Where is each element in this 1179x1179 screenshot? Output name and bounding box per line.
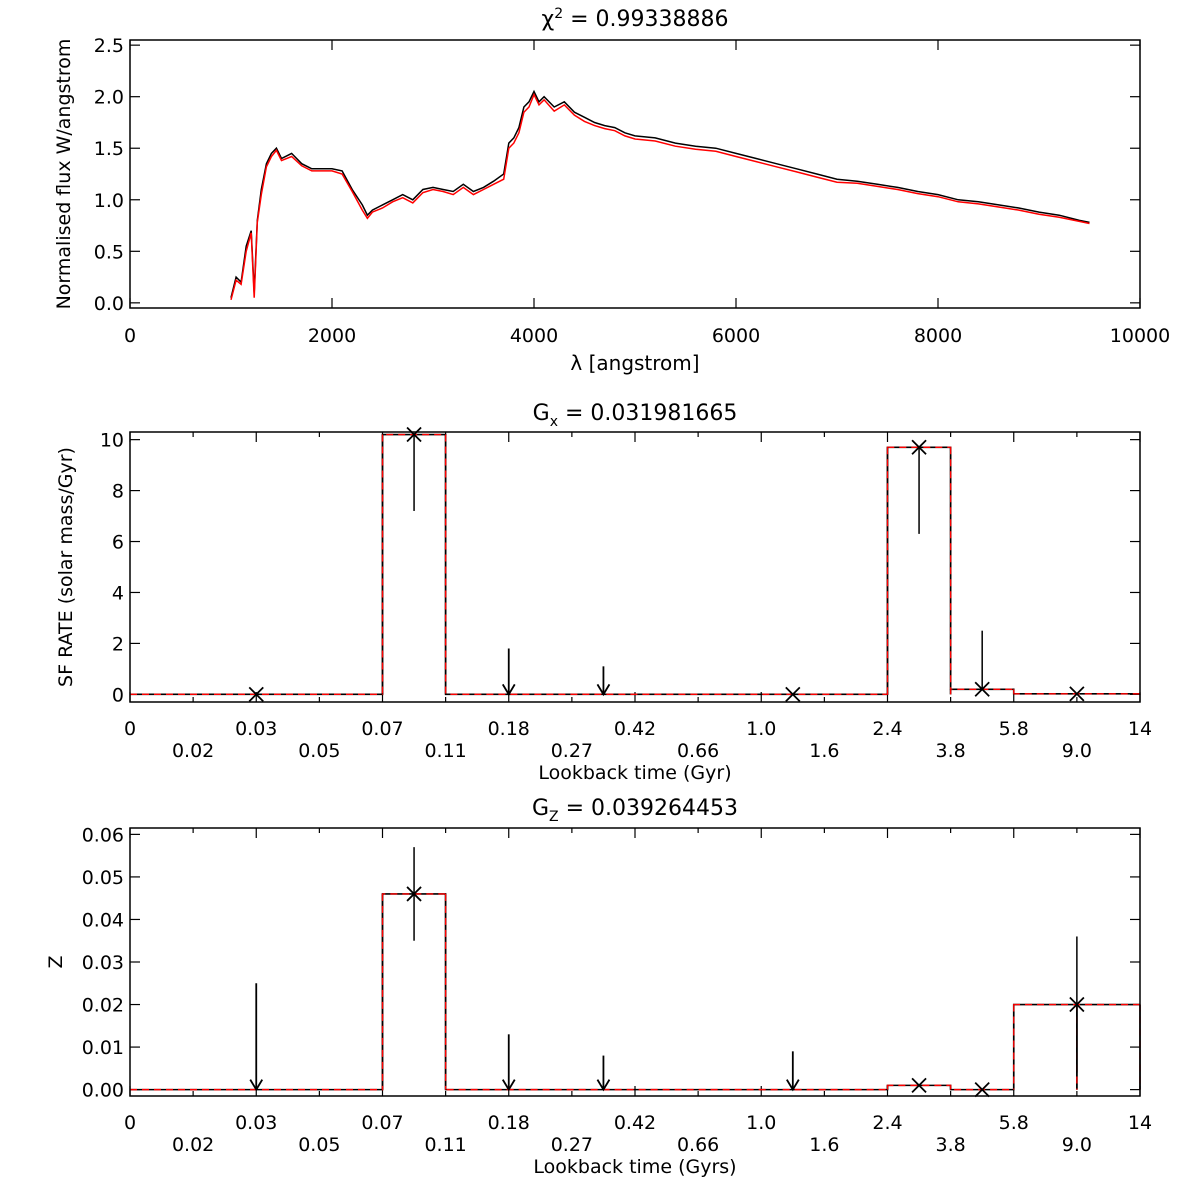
metallicity-plot-frame	[129, 827, 1141, 1097]
sfr-x-tick-label-lower: 9.0	[1062, 740, 1092, 762]
metallicity-point-marker	[911, 1077, 927, 1094]
metallicity-upper-limit-arrowhead	[786, 1079, 800, 1092]
metallicity-x-tick-label: 0	[124, 1112, 136, 1134]
metallicity-x-tick-label-lower: 0.11	[424, 1134, 466, 1156]
metallicity-x-tick-label-lower: 0.27	[551, 1134, 593, 1156]
spectrum-plot-frame	[129, 39, 1141, 309]
metallicity-panel: GZ = 0.039264453 0.00 0.01 0.02 0.03 0.04 0.0…	[45, 796, 1152, 1178]
sfr-x-tick-label: 2.4	[872, 718, 902, 740]
metallicity-upper-limit-arrowhead	[501, 1079, 516, 1092]
metallicity-y-tick-label: 0.04	[82, 909, 124, 931]
sfr-x-tick-label-lower: 3.8	[936, 740, 966, 762]
metallicity-x-tick-label-lower: 0.66	[677, 1134, 719, 1156]
metallicity-x-tick-label: 5.8	[999, 1112, 1029, 1134]
sfr-y-tick-label: 6	[112, 532, 124, 554]
sfr-point-marker	[248, 686, 264, 702]
sfr-panel: Gx = 0.031981665 0 2 4 6 8 10 0 0.03 0.07 0.18 0.4…	[55, 401, 1152, 784]
spectrum-y-tick-label: 1.5	[94, 138, 124, 160]
sfr-point-marker	[1069, 686, 1085, 702]
metallicity-y-tick-label: 0.06	[82, 824, 124, 846]
spectrum-title: χ2 = 0.99338886	[541, 6, 728, 32]
metallicity-point-marker	[974, 1081, 990, 1098]
spectrum-y-tick-label: 0.5	[94, 241, 124, 263]
metallicity-x-tick-label-lower: 0.05	[298, 1134, 340, 1156]
metallicity-x-tick-label: 2.4	[872, 1112, 902, 1134]
sfr-histogram-step	[130, 433, 1140, 696]
metallicity-upper-limit-arrowhead	[596, 1079, 611, 1092]
spectrum-panel: χ2 = 0.99338886 0 2000 4000 6000 8000 10000 0.…	[53, 6, 1170, 375]
model-spectrum-line	[230, 92, 1090, 300]
metallicity-x-tick-label: 0.03	[235, 1112, 277, 1134]
sfr-x-label: Lookback time (Gyr)	[538, 762, 731, 784]
metallicity-histogram-step-red	[130, 893, 1140, 1091]
metallicity-y-tick-label: 0.01	[82, 1037, 124, 1059]
sfr-x-tick-label-lower: 0.11	[424, 740, 466, 762]
sfr-y-tick-label: 0	[112, 684, 124, 706]
sfr-x-tick-label: 14	[1128, 718, 1152, 740]
metallicity-y-label: Z	[45, 955, 67, 968]
spectrum-x-tick-label: 2000	[308, 325, 356, 347]
sfr-x-tick-label: 0	[124, 718, 136, 740]
sfr-x-tick-label: 0.18	[488, 718, 530, 740]
sfr-x-tick-label-lower: 0.27	[551, 740, 593, 762]
sfr-x-tick-label: 1.0	[746, 718, 776, 740]
metallicity-x-tick-label: 14	[1128, 1112, 1152, 1134]
metallicity-upper-limit-arrowhead	[249, 1079, 264, 1092]
sfr-x-tick-label: 5.8	[999, 718, 1029, 740]
sfr-upper-limit-arrowhead	[501, 683, 516, 697]
spectrum-x-tick-label: 0	[124, 325, 136, 347]
sfr-y-label: SF RATE (solar mass/Gyr)	[55, 447, 77, 687]
spectrum-y-label: Normalised flux W/angstrom	[53, 39, 75, 310]
metallicity-x-tick-label: 0.07	[361, 1112, 403, 1134]
metallicity-x-tick-label-lower: 1.6	[809, 1134, 839, 1156]
sfr-title: Gx = 0.031981665	[533, 401, 738, 430]
sfr-y-tick-label: 10	[100, 430, 124, 452]
metallicity-x-tick-label-lower: 3.8	[936, 1134, 966, 1156]
metallicity-x-tick-label-lower: 9.0	[1062, 1134, 1092, 1156]
spectrum-y-tick-label: 0.0	[94, 293, 124, 315]
spectrum-y-tick-label: 1.0	[94, 190, 124, 212]
metallicity-histogram-step	[130, 893, 1140, 1091]
sfr-x-tick-label-lower: 1.6	[809, 740, 839, 762]
sfr-x-tick-label-lower: 0.66	[677, 740, 719, 762]
spectrum-y-tick-label: 2.0	[94, 87, 124, 109]
sfr-plot-frame	[129, 431, 1141, 703]
spectrum-x-tick-label: 4000	[510, 325, 558, 347]
spectrum-y-tick-label: 2.5	[94, 35, 124, 57]
sfr-x-tick-label-lower: 0.05	[298, 740, 340, 762]
sfr-y-tick-label: 8	[112, 481, 124, 503]
sfr-point-marker	[785, 686, 801, 702]
sfr-x-tick-label: 0.07	[361, 718, 403, 740]
sfr-y-tick-label: 2	[112, 633, 124, 655]
metallicity-x-tick-label-lower: 0.02	[172, 1134, 214, 1156]
spectrum-x-tick-label: 6000	[712, 325, 760, 347]
metallicity-x-label: Lookback time (Gyrs)	[533, 1156, 736, 1178]
metallicity-x-tick-label: 0.18	[488, 1112, 530, 1134]
sfr-x-tick-label-lower: 0.02	[172, 740, 214, 762]
metallicity-x-tick-label: 1.0	[746, 1112, 776, 1134]
spectrum-x-tick-label: 8000	[914, 325, 962, 347]
metallicity-y-tick-label: 0.05	[82, 867, 124, 889]
sfr-y-tick-label: 4	[112, 582, 124, 604]
sfr-x-tick-label: 0.03	[235, 718, 277, 740]
metallicity-y-tick-label: 0.03	[82, 952, 124, 974]
metallicity-y-tick-label: 0.02	[82, 995, 124, 1017]
observed-spectrum-line	[230, 89, 1090, 298]
metallicity-x-tick-label: 0.42	[614, 1112, 656, 1134]
spectrum-x-label: λ [angstrom]	[570, 351, 699, 375]
metallicity-title: GZ = 0.039264453	[532, 796, 738, 825]
sfr-x-tick-label: 0.42	[614, 718, 656, 740]
spectrum-x-tick-label: 10000	[1110, 325, 1170, 347]
sfr-upper-limit-arrowhead	[596, 683, 611, 697]
metallicity-y-tick-label: 0.00	[82, 1080, 124, 1102]
sfr-histogram-step-red	[130, 433, 1140, 696]
